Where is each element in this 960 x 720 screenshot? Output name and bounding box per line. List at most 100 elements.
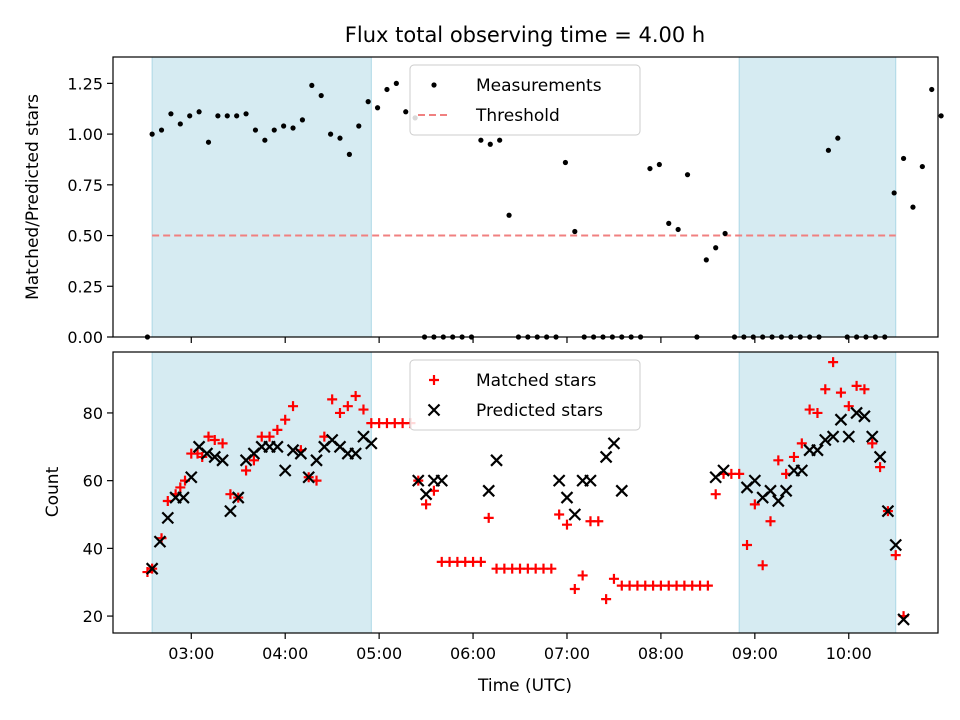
measurement-point <box>572 228 578 235</box>
measurement-point <box>393 80 399 86</box>
measurement-point <box>835 135 841 141</box>
predicted-star-point <box>411 474 425 487</box>
predicted-star-point <box>881 504 895 518</box>
predicted-star-point <box>842 430 856 443</box>
measurement-point <box>356 123 362 129</box>
y-tick-label: 60 <box>83 472 103 491</box>
axes-frame <box>112 56 939 338</box>
y-axis-label-ratio: Matched/Predicted stars <box>23 94 43 300</box>
measurement-point <box>224 113 230 119</box>
matched-star-point <box>828 357 839 368</box>
measurement-point <box>900 155 907 162</box>
measurement-point <box>196 109 202 115</box>
matched-star-point <box>358 404 369 415</box>
matched-star-point <box>601 594 612 605</box>
legend-label: Predicted stars <box>476 401 603 421</box>
predicted-star-point <box>153 535 167 548</box>
measurement-point <box>938 113 944 119</box>
measurement-point <box>684 172 691 178</box>
predicted-star-point <box>208 450 222 464</box>
matched-star-point <box>843 401 854 412</box>
matched-star-point <box>342 401 353 412</box>
predicted-star-point <box>216 454 229 467</box>
measurement-point <box>675 226 681 233</box>
measurement-point <box>205 139 212 145</box>
matched-star-point <box>569 583 580 594</box>
matched-star-point <box>209 435 220 446</box>
measurement-point <box>825 147 832 153</box>
predicted-star-point <box>748 474 762 487</box>
y-tick-label: 80 <box>83 404 103 423</box>
predicted-star-point <box>552 474 566 487</box>
predicted-star-point <box>826 430 840 443</box>
matched-star-point <box>851 380 862 391</box>
y-tick-label: 1.25 <box>67 74 103 93</box>
legend-box <box>409 64 641 136</box>
matched-star-point <box>350 391 361 402</box>
x-tick-label: 05:00 <box>356 644 402 663</box>
matched-star-point <box>773 455 784 466</box>
matched-star-point <box>554 509 565 520</box>
ratio-panel: 0.00 0.25 0.50 0.75 1.00 1.25 Measurements Thre… <box>67 56 944 347</box>
predicted-star-point <box>286 443 300 457</box>
predicted-star-point <box>811 443 824 457</box>
predicted-star-point <box>795 464 809 477</box>
matched-star-point <box>483 512 494 523</box>
predicted-star-point <box>834 413 848 426</box>
predicted-star-point <box>278 464 292 477</box>
matched-star-point <box>175 482 186 493</box>
matched-star-point <box>334 407 345 418</box>
matched-star-point <box>546 563 557 574</box>
measurement-point <box>262 137 268 143</box>
measurement-point <box>243 111 249 117</box>
predicted-star-point <box>819 433 832 447</box>
measurement-point <box>478 137 484 143</box>
predicted-star-point <box>224 504 237 518</box>
predicted-star-point <box>897 613 910 626</box>
legend: Measurements Threshold <box>409 64 641 136</box>
legend-label: Matched stars <box>476 371 596 391</box>
x-tick-label: 07:00 <box>544 644 590 663</box>
measurement-point <box>187 113 193 119</box>
y-tick-label: 0.00 <box>67 328 103 347</box>
predicted-star-point <box>302 470 315 484</box>
measurement-point <box>177 121 183 127</box>
measurement-point <box>337 135 343 141</box>
y-tick-label: 40 <box>83 539 103 558</box>
matched-star-point <box>742 539 753 550</box>
matched-star-point <box>608 573 619 584</box>
measurement-point <box>562 159 569 166</box>
measurement-point <box>215 113 221 119</box>
matched-star-point <box>248 455 259 466</box>
measurement-point <box>281 123 287 129</box>
matched-star-point <box>804 404 815 415</box>
measurement-point <box>299 117 306 123</box>
predicted-star-point <box>850 406 863 420</box>
y-tick-label: 0.75 <box>67 176 103 195</box>
predicted-star-point <box>200 447 214 460</box>
shaded-interval-2 <box>738 56 897 338</box>
measurement-point <box>271 127 277 133</box>
measurement-point <box>168 111 174 117</box>
measurement-point <box>234 113 240 119</box>
matched-star-point <box>327 394 338 405</box>
x-tick-label: 03:00 <box>168 644 214 663</box>
measurement-point <box>158 127 165 133</box>
predicted-star-point <box>349 447 362 460</box>
predicted-star-point <box>560 491 574 504</box>
matched-star-point <box>890 550 901 561</box>
matched-star-point <box>280 414 291 425</box>
legend-marker-measurements <box>431 82 437 88</box>
predicted-star-point <box>294 447 308 460</box>
matched-star-point <box>577 570 588 581</box>
measurement-point <box>374 105 381 111</box>
predicted-star-point <box>584 474 597 487</box>
measurement-point <box>403 109 409 115</box>
measurement-point <box>497 137 503 143</box>
measurement-point <box>318 92 324 99</box>
predicted-star-point <box>271 440 284 454</box>
shaded-interval-1 <box>151 56 372 338</box>
predicted-star-point <box>889 538 903 552</box>
matched-star-point <box>875 462 886 473</box>
